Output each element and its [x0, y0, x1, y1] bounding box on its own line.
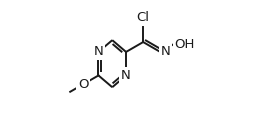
Text: N: N: [161, 45, 171, 58]
Text: Cl: Cl: [137, 11, 150, 24]
Text: O: O: [78, 78, 89, 91]
Text: OH: OH: [174, 38, 195, 51]
Text: N: N: [94, 45, 103, 58]
Text: N: N: [121, 69, 131, 82]
